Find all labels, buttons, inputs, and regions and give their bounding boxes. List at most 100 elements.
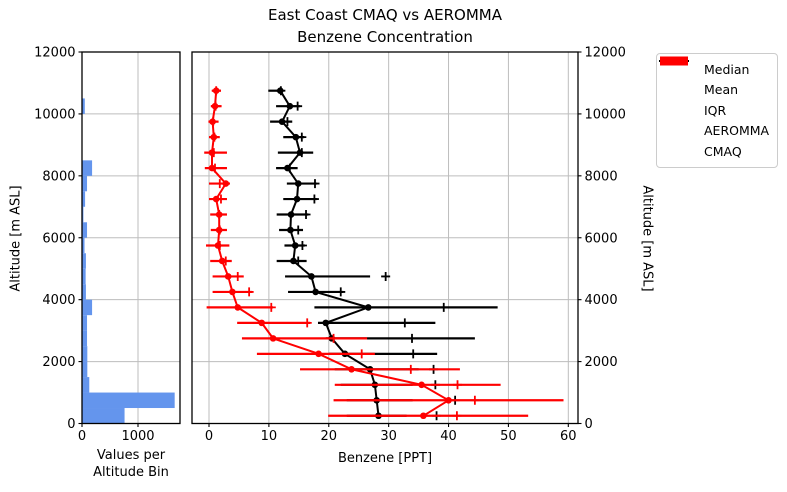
mean-marker bbox=[293, 256, 303, 266]
median-marker bbox=[315, 350, 322, 358]
mean-marker bbox=[297, 148, 307, 158]
median-marker bbox=[294, 180, 302, 187]
mean-marker bbox=[293, 225, 303, 235]
svg-text:1000: 1000 bbox=[121, 429, 154, 444]
main-grid bbox=[192, 52, 578, 424]
histogram-bar bbox=[82, 175, 88, 192]
mean-marker bbox=[310, 179, 320, 189]
mean-marker bbox=[400, 318, 410, 328]
median-marker bbox=[293, 195, 301, 203]
mean-marker bbox=[452, 411, 462, 421]
mean-marker bbox=[208, 117, 218, 127]
hist-grid bbox=[81, 52, 180, 424]
median-profile-line bbox=[211, 90, 451, 417]
mean-marker bbox=[214, 210, 224, 220]
mean-marker bbox=[216, 194, 226, 204]
histogram-bar bbox=[82, 392, 175, 409]
median-marker bbox=[312, 288, 319, 296]
legend-label: Median bbox=[704, 61, 750, 77]
main-axis-ticks: 0 10 20 30 40 50 60 0 2000 4000 6000 8000 10000 12000 bbox=[205, 46, 626, 445]
median-marker bbox=[286, 102, 294, 110]
main-x-axis-label: Benzene [PPT] bbox=[337, 451, 433, 466]
median-marker bbox=[348, 366, 355, 373]
mean-marker bbox=[244, 287, 254, 297]
histogram-bar bbox=[82, 299, 93, 316]
svg-text:20: 20 bbox=[320, 429, 337, 444]
mean-marker bbox=[209, 132, 219, 142]
histogram-bar bbox=[82, 222, 88, 238]
mean-marker bbox=[302, 318, 312, 328]
mean-marker bbox=[357, 349, 367, 359]
hist-axis-ticks: 0 2000 4000 6000 8000 10000 12000 0 1000 bbox=[34, 46, 154, 445]
histogram-bar bbox=[82, 160, 93, 176]
svg-text:10000: 10000 bbox=[585, 107, 626, 122]
mean-marker bbox=[293, 101, 303, 111]
legend-label: CMAQ bbox=[704, 143, 742, 159]
mean-marker bbox=[211, 86, 221, 96]
left-y-axis-label: Altitude [m ASL] bbox=[8, 185, 24, 292]
median-marker bbox=[224, 273, 232, 280]
mean-marker bbox=[309, 194, 319, 204]
histogram-bar bbox=[82, 346, 88, 362]
histogram-bar bbox=[82, 253, 86, 269]
histogram-bar bbox=[82, 315, 88, 331]
mean-marker bbox=[453, 380, 463, 390]
median-marker bbox=[258, 319, 266, 327]
median-profile-line bbox=[279, 90, 380, 416]
legend-item-cmaq: CMAQ bbox=[660, 56, 773, 162]
svg-text:10000: 10000 bbox=[34, 107, 75, 122]
histogram-bar bbox=[82, 206, 84, 223]
median-marker bbox=[290, 257, 297, 265]
median-marker bbox=[229, 288, 236, 296]
mean-marker bbox=[210, 163, 220, 173]
chart-title-line2: Benzene Concentration bbox=[297, 27, 473, 46]
histogram-bar bbox=[82, 191, 86, 207]
series-cmaq bbox=[204, 86, 564, 421]
svg-text:0: 0 bbox=[205, 429, 213, 444]
histogram-bar bbox=[82, 268, 86, 285]
mean-marker bbox=[276, 86, 286, 96]
histogram-bars bbox=[82, 98, 175, 424]
legend-item-aeromma: AEROMMA bbox=[660, 56, 773, 142]
median-marker bbox=[364, 304, 372, 311]
median-marker bbox=[269, 335, 277, 342]
mean-marker bbox=[406, 364, 416, 374]
svg-text:0: 0 bbox=[585, 417, 593, 432]
histogram-bar bbox=[82, 408, 125, 424]
svg-text:6000: 6000 bbox=[42, 231, 75, 246]
svg-text:2000: 2000 bbox=[585, 355, 618, 370]
svg-text:50: 50 bbox=[500, 429, 517, 444]
legend-item-mean: Mean bbox=[661, 56, 773, 101]
svg-text:12000: 12000 bbox=[34, 46, 75, 61]
hist-x-axis-label-line1: Values per bbox=[96, 448, 166, 463]
legend-label: Mean bbox=[704, 82, 739, 98]
mean-marker bbox=[439, 302, 449, 312]
mean-marker bbox=[336, 287, 346, 297]
mean-marker bbox=[211, 101, 221, 111]
histogram-bar bbox=[82, 98, 85, 114]
mean-marker bbox=[215, 179, 225, 189]
svg-text:6000: 6000 bbox=[585, 231, 618, 246]
legend: Median Mean IQR AEROMMA CMAQ bbox=[656, 53, 778, 168]
median-marker bbox=[322, 319, 330, 327]
median-marker bbox=[445, 396, 452, 404]
histogram-bar bbox=[82, 361, 88, 378]
mean-marker bbox=[301, 210, 311, 220]
mean-marker bbox=[266, 302, 276, 312]
histogram-bar bbox=[82, 377, 90, 393]
chart-title-line1: East Coast CMAQ vs AEROMMA bbox=[267, 6, 502, 24]
median-marker bbox=[222, 180, 230, 187]
svg-text:30: 30 bbox=[380, 429, 397, 444]
mean-marker bbox=[407, 333, 417, 343]
hist-x-axis-label: Values per Altitude Bin bbox=[61, 447, 201, 481]
mean-marker bbox=[215, 225, 225, 235]
histogram-bar bbox=[82, 330, 88, 347]
svg-text:4000: 4000 bbox=[42, 293, 75, 308]
svg-text:4000: 4000 bbox=[585, 293, 618, 308]
mean-marker bbox=[221, 256, 231, 266]
mean-marker bbox=[297, 132, 307, 142]
median-marker bbox=[291, 242, 299, 249]
histogram-bar bbox=[82, 237, 85, 254]
